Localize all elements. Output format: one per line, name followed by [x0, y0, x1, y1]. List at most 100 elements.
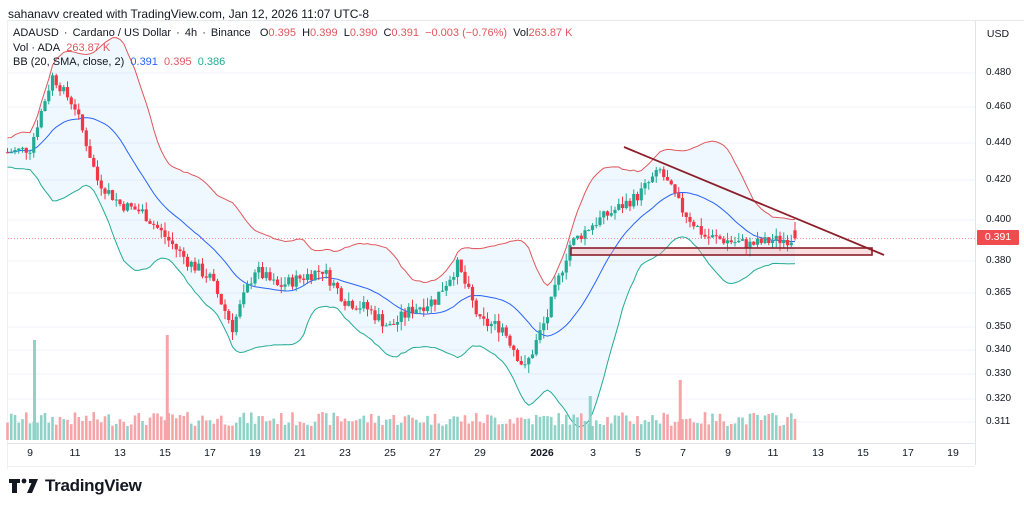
volume-bar	[519, 417, 523, 440]
chart-legend: ADAUSD · Cardano / US Dollar · 4h · Bina…	[13, 26, 573, 70]
volume-bar	[594, 420, 598, 440]
candle-body	[347, 300, 351, 306]
volume-bar	[231, 425, 234, 440]
volume-bar	[272, 418, 276, 440]
candle-body	[279, 285, 283, 287]
candle-body	[437, 291, 441, 305]
candle-body	[272, 279, 276, 281]
volume-bar	[122, 421, 126, 440]
candle-body	[193, 261, 197, 271]
bollinger-upper-line	[7, 37, 796, 287]
candle-body	[275, 279, 280, 286]
volume-bar	[456, 416, 459, 440]
bb-basis-value: 0.391	[130, 56, 158, 68]
candle-body	[587, 230, 591, 232]
candle-body	[452, 276, 456, 280]
time-label: 19	[947, 447, 959, 459]
time-label: 2026	[530, 447, 554, 459]
volume-bar	[744, 424, 748, 440]
candle-body	[530, 354, 535, 359]
candle-body	[564, 260, 568, 273]
volume-bar	[756, 414, 759, 440]
candle-body	[230, 319, 235, 333]
volume-bar	[58, 416, 62, 440]
candle-body	[253, 272, 257, 284]
time-label: 21	[294, 447, 306, 459]
candle-body	[215, 280, 220, 294]
volume-spike	[33, 340, 36, 440]
candle-body	[579, 235, 583, 240]
volume-spike	[678, 380, 682, 440]
support-zone-box	[570, 247, 873, 256]
volume-bar	[227, 425, 231, 440]
volume-bar	[726, 425, 729, 440]
candle-body	[605, 211, 610, 216]
candle-body	[290, 277, 295, 287]
volume-bar	[504, 423, 508, 440]
candle-body	[519, 360, 523, 365]
legend-main-row[interactable]: ADAUSD · Cardano / US Dollar · 4h · Bina…	[13, 27, 573, 39]
candle-body	[238, 304, 242, 317]
volume-bar	[609, 423, 613, 440]
volume-bar	[418, 422, 422, 440]
volume-bar	[354, 420, 358, 440]
volume-bar	[249, 412, 253, 440]
volume-bar	[21, 419, 24, 440]
volume-bar	[347, 421, 351, 440]
volume-bar	[666, 414, 669, 440]
volume-bar	[516, 417, 519, 440]
candle-body	[343, 301, 347, 306]
candle-body	[227, 310, 231, 320]
candle-body	[125, 203, 130, 211]
volume-bar	[66, 419, 69, 440]
candle-body	[54, 75, 58, 86]
price-label: 0.460	[986, 101, 1012, 112]
candle-body	[455, 259, 460, 277]
volume-bar	[216, 418, 219, 440]
candle-body	[84, 130, 88, 147]
candle-body	[373, 310, 377, 321]
volume-bar	[321, 412, 324, 440]
volume-bar	[384, 419, 388, 440]
candle-body	[395, 321, 400, 325]
candle-body	[260, 266, 265, 279]
candle-body	[463, 271, 467, 284]
volume-bar	[527, 418, 531, 440]
volume-bar	[47, 422, 51, 440]
candle-body	[144, 209, 148, 222]
candle-body	[444, 285, 448, 291]
legend-volume-row[interactable]: Vol · ADA 263.87 K	[13, 41, 573, 56]
legend-bb-row[interactable]: BB (20, SMA, close, 2) 0.391 0.395 0.386	[13, 55, 573, 70]
volume-bar	[474, 413, 478, 440]
candle-body	[388, 323, 392, 326]
volume-bar	[579, 413, 583, 440]
candle-body	[200, 263, 205, 277]
candle-body	[500, 327, 505, 333]
price-label: 0.480	[986, 67, 1012, 78]
candle-body	[639, 188, 643, 201]
time-axis[interactable]	[7, 443, 975, 467]
time-label: 17	[204, 447, 216, 459]
legend-exchange: Binance	[210, 27, 251, 39]
currency-label[interactable]: USD	[986, 28, 1010, 40]
volume-bar	[699, 423, 703, 440]
volume-bar	[358, 418, 362, 440]
tradingview-logo[interactable]: TradingView	[9, 476, 142, 496]
volume-bar	[381, 425, 384, 440]
candle-body	[684, 212, 688, 217]
volume-bar	[28, 423, 32, 440]
volume-spike	[588, 396, 592, 440]
volume-bar	[294, 425, 298, 440]
volume-bar	[339, 421, 343, 440]
price-axis[interactable]	[975, 20, 1024, 447]
candle-body	[650, 176, 655, 183]
candle-body	[609, 213, 613, 216]
time-label: 11	[69, 447, 81, 459]
volume-bar	[257, 416, 261, 440]
volume-bar	[219, 415, 223, 440]
candle-body	[770, 240, 775, 244]
volume-bar	[204, 420, 208, 440]
volume-spike	[165, 335, 169, 440]
volume-bar	[411, 417, 414, 440]
